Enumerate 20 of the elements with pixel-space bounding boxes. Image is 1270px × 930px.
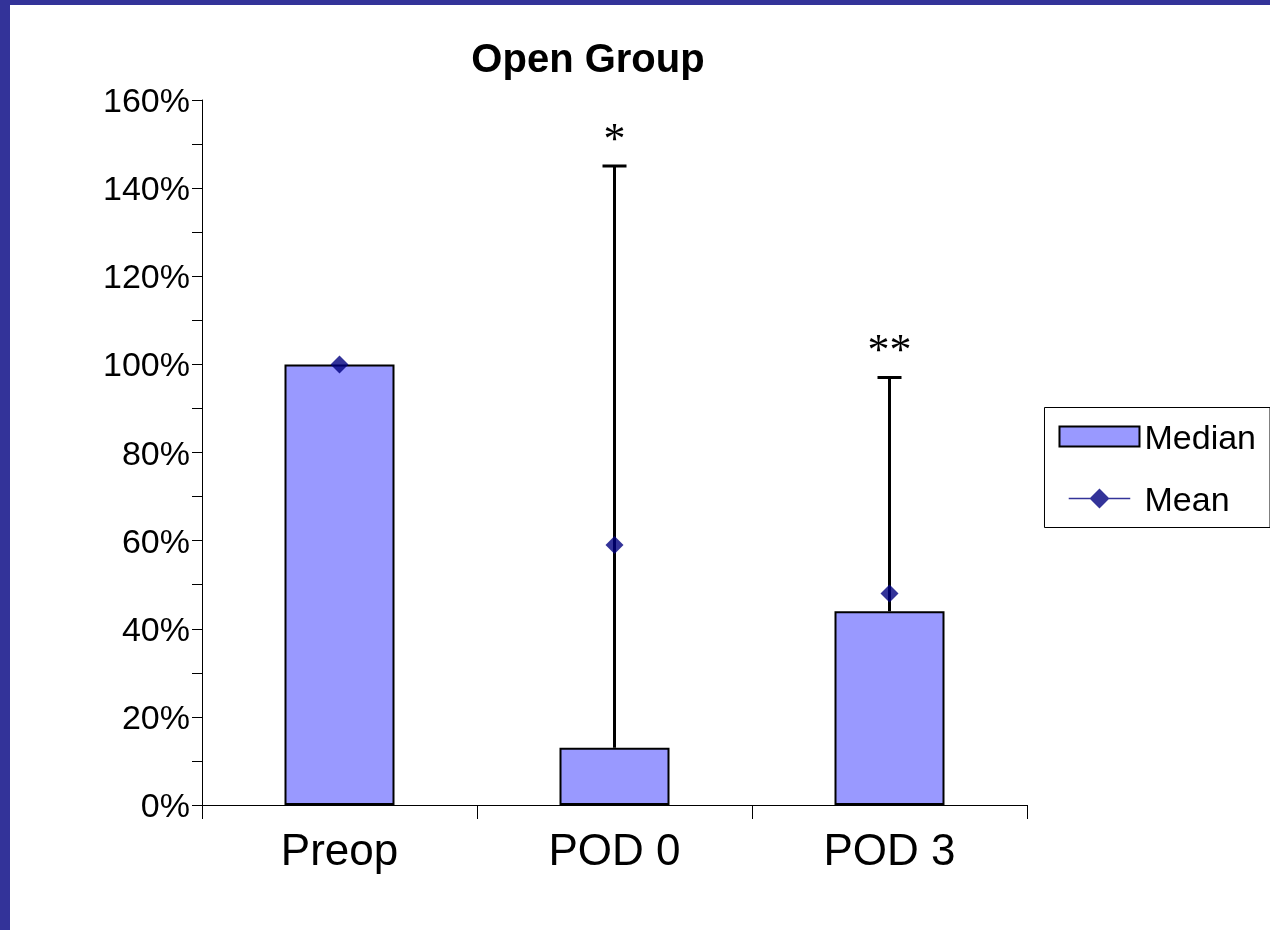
y-tick-label: 120% (103, 257, 190, 296)
y-tick-label: 140% (103, 169, 190, 208)
annotation: * (603, 113, 626, 163)
y-tick-label: 80% (121, 433, 190, 472)
y-tick-label: 60% (121, 521, 190, 560)
y-tick-label: 0% (140, 786, 190, 824)
annotation: ** (867, 325, 912, 375)
y-tick-label: 20% (121, 697, 190, 736)
x-tick-label: Preop (280, 824, 399, 874)
point (880, 584, 899, 603)
x-tick-label: POD 0 (548, 824, 681, 874)
point (330, 355, 349, 374)
y-tick-label: 100% (103, 345, 190, 384)
legend-label: Mean (1144, 479, 1230, 518)
point (605, 536, 624, 555)
y-tick-label: 160% (103, 81, 190, 119)
x-tick-label: POD 3 (823, 824, 956, 874)
chart-title: Open Group (471, 36, 705, 80)
legend-label: Median (1144, 417, 1256, 456)
y-tick-label: 40% (121, 609, 190, 648)
